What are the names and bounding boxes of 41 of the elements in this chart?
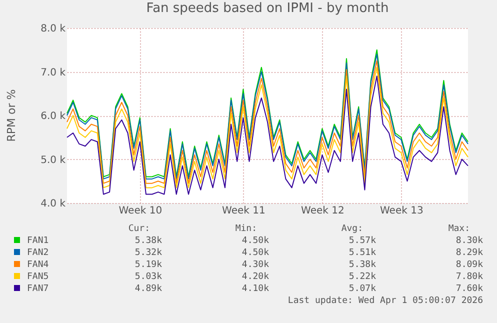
text: 8.30k bbox=[456, 236, 484, 246]
text: 5.32k bbox=[134, 248, 163, 258]
text: 5.38k bbox=[134, 236, 163, 246]
text: 5.03k bbox=[134, 272, 163, 282]
text: 8.09k bbox=[456, 260, 484, 270]
text: 5.51k bbox=[348, 248, 377, 258]
text: 5.07k bbox=[348, 284, 377, 294]
legend-label: FAN2 bbox=[27, 248, 49, 258]
y-tick-label: 6.0 k bbox=[40, 111, 66, 122]
legend-label: FAN1 bbox=[27, 236, 49, 246]
text: 4.50k bbox=[242, 236, 270, 246]
text: Min: bbox=[235, 224, 257, 234]
x-tick-label: Week 13 bbox=[380, 206, 424, 216]
text: 7.60k bbox=[456, 284, 484, 294]
text: 4.20k bbox=[242, 272, 270, 282]
text: 8.29k bbox=[456, 248, 484, 258]
x-tick-label: Week 12 bbox=[301, 206, 344, 216]
text: 4.10k bbox=[242, 284, 270, 294]
legend-label: FAN7 bbox=[27, 284, 49, 294]
text: Avg: bbox=[341, 224, 363, 234]
text: 5.19k bbox=[134, 260, 163, 270]
legend-label: FAN4 bbox=[27, 260, 49, 270]
x-tick-label: Week 11 bbox=[222, 206, 266, 216]
text: 5.57k bbox=[348, 236, 377, 246]
y-tick-label: 4.0 k bbox=[40, 198, 66, 210]
y-tick-label: 8.0 k bbox=[40, 24, 66, 34]
text: 4.30k bbox=[242, 260, 270, 270]
text: Last update: Wed Apr 1 05:00:07 2026 bbox=[288, 296, 483, 306]
y-tick-label: 5.0 k bbox=[40, 154, 66, 166]
y-tick-label: 7.0 k bbox=[40, 67, 66, 78]
legend-label: FAN5 bbox=[27, 272, 49, 282]
text: 4.89k bbox=[134, 284, 163, 294]
chart-title: Fan speeds based on IPMI - by month bbox=[146, 1, 389, 16]
x-tick-label: Week 10 bbox=[118, 206, 162, 216]
y-axis-title: RPM or % bbox=[5, 89, 18, 142]
text: Cur: bbox=[128, 224, 150, 234]
text: Max: bbox=[448, 224, 470, 234]
text: 5.38k bbox=[348, 260, 377, 270]
text: 7.80k bbox=[456, 272, 484, 282]
text: 4.50k bbox=[242, 248, 270, 258]
text: 5.22k bbox=[348, 272, 377, 282]
